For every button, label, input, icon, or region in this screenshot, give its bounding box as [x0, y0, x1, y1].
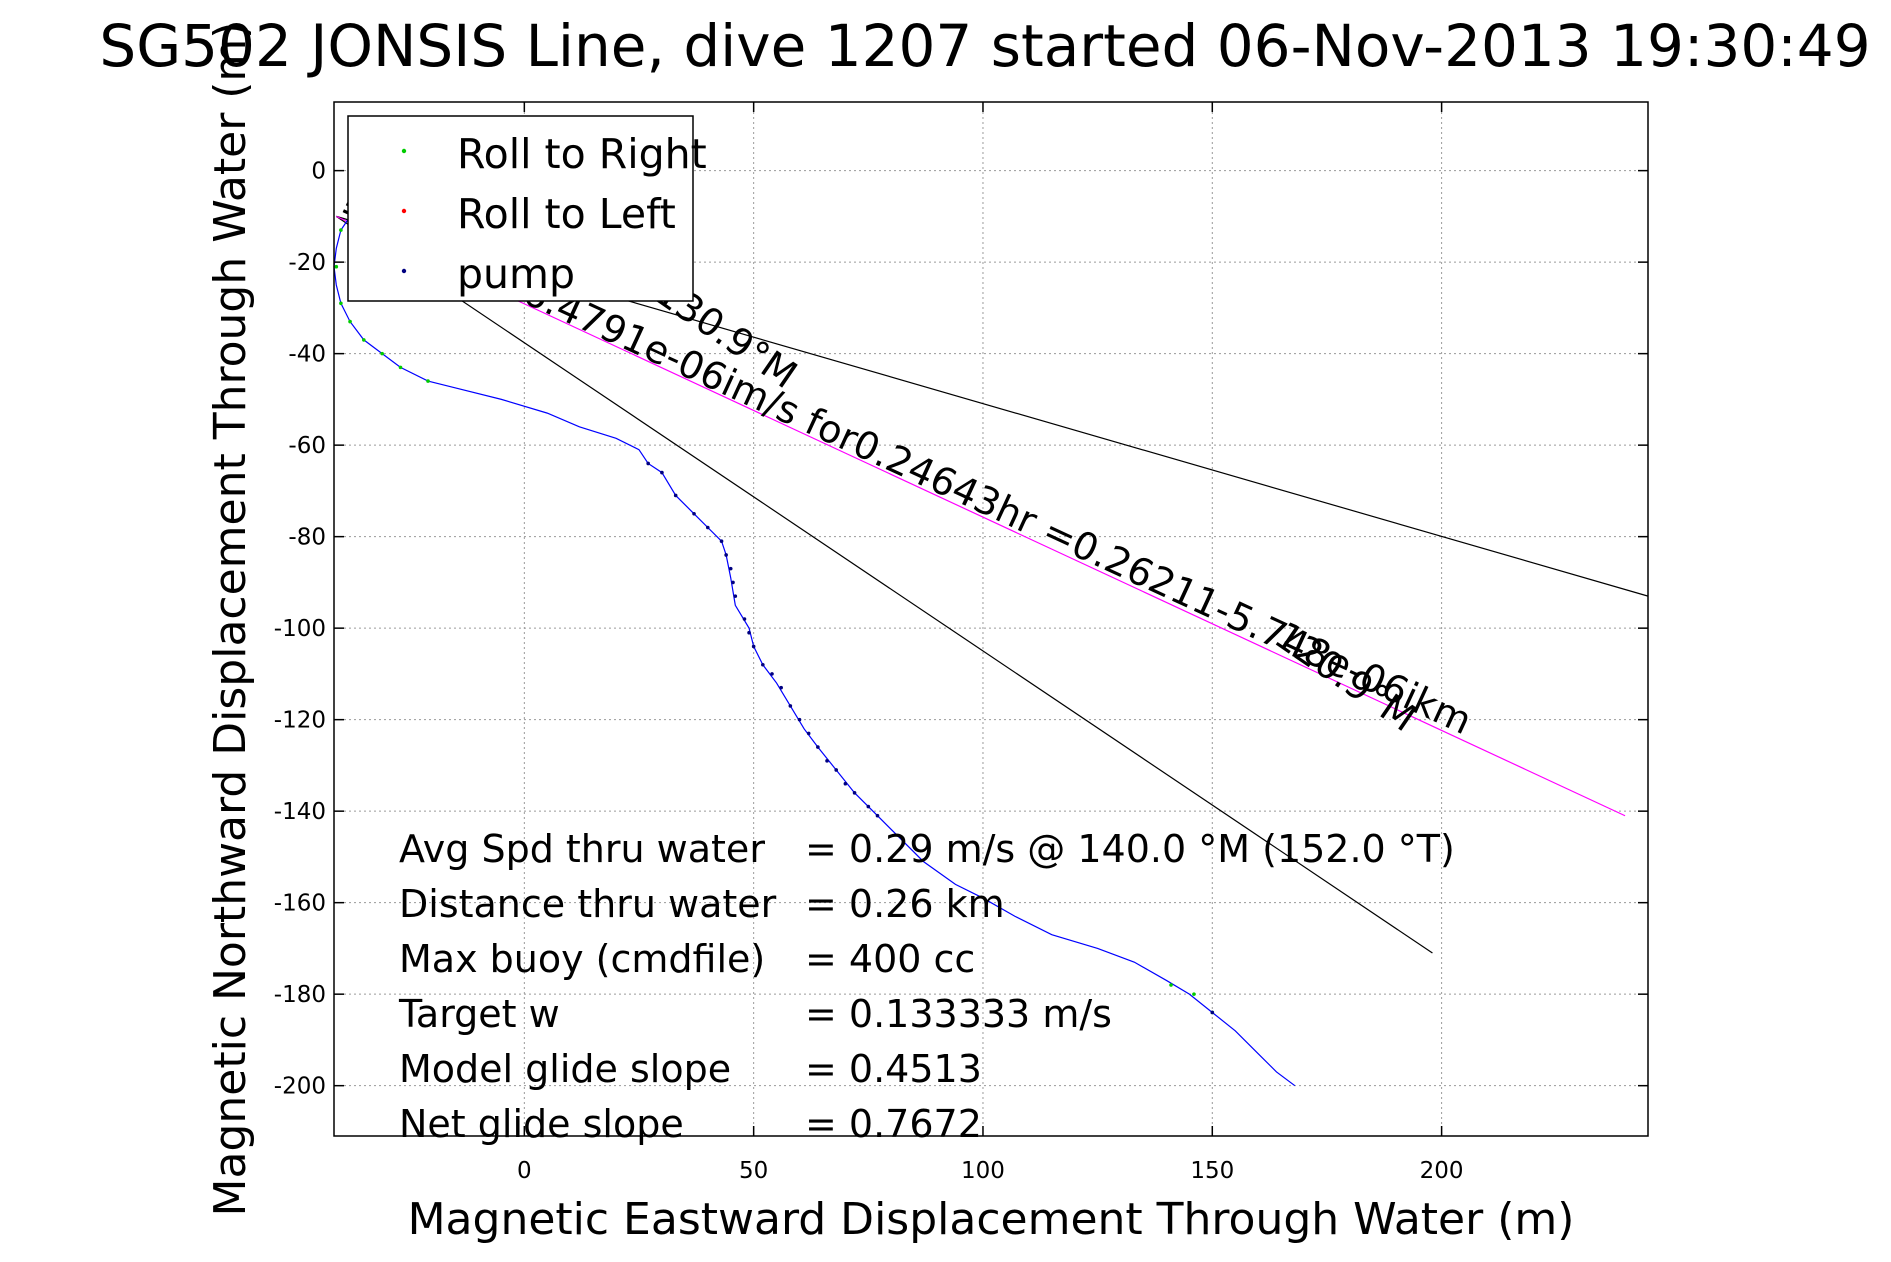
y-tick-label: 0	[311, 159, 326, 185]
info-label: Model glide slope	[399, 1047, 731, 1091]
data-point	[806, 731, 811, 736]
legend-marker	[401, 268, 407, 274]
data-point	[728, 566, 733, 571]
y-tick-label: -120	[274, 708, 326, 734]
track-line	[333, 216, 1296, 1087]
data-point	[875, 813, 880, 818]
y-axis-label: Magnetic Northward Displacement Through …	[205, 22, 256, 1217]
chart-title: SG502 JONSIS Line, dive 1207 started 06-…	[99, 12, 1870, 80]
data-point	[1169, 983, 1173, 987]
info-label: Net glide slope	[399, 1102, 684, 1146]
data-point	[866, 804, 871, 809]
reference-line	[335, 215, 1433, 954]
data-point	[852, 791, 857, 795]
y-tick-label: -160	[274, 891, 326, 917]
info-value: = 400 cc	[805, 937, 975, 981]
data-point	[816, 745, 820, 749]
info-label: Max buoy (cmdfile)	[399, 937, 765, 981]
data-point	[692, 511, 696, 516]
data-point	[426, 379, 430, 383]
plot-border	[333, 101, 1649, 1137]
data-point	[825, 759, 829, 763]
y-tick-label: -180	[274, 982, 326, 1008]
data-point	[834, 768, 839, 772]
data-point	[797, 717, 802, 722]
grid	[334, 102, 1648, 1136]
info-value: = 0.26 km	[805, 882, 1005, 926]
y-tick-label: -20	[288, 250, 326, 276]
reference-line	[336, 215, 1626, 817]
info-value: = 0.133333 m/s	[805, 992, 1112, 1036]
data-point	[673, 493, 678, 498]
data-point	[779, 685, 783, 690]
info-block: Avg Spd thru water = 0.29 m/s @ 140.0 °M …	[398, 827, 1455, 1146]
data-point	[339, 301, 343, 306]
data-point	[724, 553, 728, 557]
info-value: = 0.7672	[805, 1102, 982, 1146]
data-point	[398, 365, 403, 370]
data-point	[751, 644, 756, 649]
data-point	[770, 672, 774, 676]
data-point	[1192, 992, 1196, 996]
y-tick-label: -200	[274, 1074, 326, 1100]
legend-marker	[401, 148, 407, 154]
y-tick-label: -60	[288, 433, 326, 459]
legend-label: Roll to Left	[457, 190, 676, 238]
y-tick-label: -140	[274, 799, 326, 825]
y-tick-label: -40	[288, 342, 326, 368]
info-value: = 0.29 m/s @ 140.0 °M (152.0 °T)	[805, 827, 1455, 871]
legend-marker	[401, 208, 407, 214]
data-point	[742, 617, 747, 621]
legend-label: pump	[457, 250, 575, 298]
info-label: Distance thru water	[399, 882, 777, 926]
data-point	[719, 539, 724, 544]
x-tick-label: 100	[961, 1158, 1005, 1184]
data-point	[705, 525, 710, 530]
data-point	[646, 461, 650, 466]
plot-area: =0.29545-6.4791e-06im/s for0.24643hr =0.…	[274, 101, 1649, 1184]
data-point	[761, 662, 765, 667]
data-point	[1210, 1010, 1215, 1015]
data-point	[733, 594, 738, 598]
x-tick-label: 200	[1420, 1158, 1464, 1184]
data-point	[660, 470, 664, 475]
data-point	[788, 704, 793, 708]
x-tick-label: 0	[517, 1158, 532, 1184]
series-pump	[646, 461, 1215, 1015]
data-point	[731, 580, 735, 585]
data-point	[362, 338, 366, 342]
info-label: Avg Spd thru water	[399, 827, 765, 871]
x-axis-label: Magnetic Eastward Displacement Through W…	[408, 1194, 1575, 1245]
y-tick-label: -100	[274, 616, 326, 642]
x-tick-label: 50	[739, 1158, 768, 1184]
series-roll-to-right	[334, 228, 1215, 1015]
legend-label: Roll to Right	[457, 130, 707, 178]
data-point	[843, 781, 848, 786]
data-point	[747, 630, 751, 635]
data-point	[334, 264, 339, 269]
info-value: = 0.4513	[805, 1047, 982, 1091]
data-point	[348, 319, 352, 324]
series-layer	[333, 216, 1296, 1087]
ticks: 0 50 100 150 200 0 -20 -40 -60 -80 -100 -120 -140 -16…	[274, 102, 1648, 1184]
data-point	[380, 351, 384, 356]
data-point	[339, 228, 343, 232]
y-tick-label: -80	[288, 525, 326, 551]
info-label: Target w	[398, 992, 560, 1036]
x-tick-label: 150	[1190, 1158, 1234, 1184]
legend: Roll to Right Roll to Left pump	[347, 115, 707, 302]
